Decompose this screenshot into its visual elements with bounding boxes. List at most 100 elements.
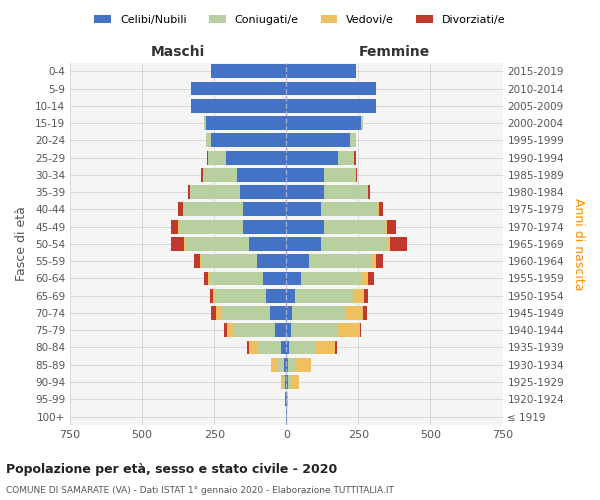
Bar (249, 340, 257, 354)
Bar (215, 289, 266, 302)
Bar (363, 306, 367, 320)
Bar (368, 185, 370, 199)
Bar (211, 64, 286, 78)
Bar (182, 202, 243, 216)
Bar (185, 237, 249, 251)
Bar (206, 134, 211, 147)
Bar (286, 168, 324, 182)
Bar (356, 168, 357, 182)
Bar (390, 237, 407, 251)
Bar (178, 220, 179, 234)
Bar (286, 82, 376, 96)
Bar (249, 237, 286, 251)
Bar (286, 134, 350, 147)
Y-axis label: Fasce di età: Fasce di età (15, 206, 28, 282)
Bar (210, 272, 263, 285)
Bar (288, 358, 296, 372)
Bar (184, 237, 185, 251)
Bar (281, 340, 286, 354)
Bar (387, 237, 390, 251)
Bar (354, 150, 356, 164)
Bar (277, 358, 284, 372)
Bar (207, 150, 208, 164)
Bar (376, 254, 383, 268)
Bar (346, 306, 363, 320)
Bar (237, 168, 286, 182)
Bar (257, 254, 286, 268)
Bar (188, 185, 190, 199)
Bar (286, 358, 288, 372)
Bar (203, 168, 237, 182)
Bar (286, 237, 321, 251)
Bar (286, 150, 338, 164)
Bar (283, 375, 285, 389)
Bar (287, 392, 289, 406)
Bar (286, 324, 290, 337)
Bar (289, 340, 315, 354)
Bar (286, 272, 301, 285)
Bar (211, 134, 286, 147)
Bar (221, 306, 271, 320)
Bar (315, 340, 335, 354)
Bar (286, 185, 324, 199)
Bar (191, 82, 286, 96)
Bar (257, 340, 281, 354)
Bar (243, 220, 286, 234)
Bar (324, 185, 368, 199)
Bar (286, 64, 356, 78)
Bar (171, 220, 178, 234)
Bar (263, 272, 286, 285)
Bar (292, 306, 346, 320)
Bar (295, 289, 353, 302)
Bar (361, 272, 368, 285)
Bar (271, 306, 286, 320)
Bar (179, 220, 243, 234)
Bar (286, 116, 361, 130)
Bar (171, 237, 184, 251)
Bar (364, 289, 368, 302)
Text: COMUNE DI SAMARATE (VA) - Dati ISTAT 1° gennaio 2020 - Elaborazione TUTTITALIA.I: COMUNE DI SAMARATE (VA) - Dati ISTAT 1° … (6, 486, 394, 495)
Bar (286, 340, 289, 354)
Legend: Celibi/Nubili, Coniugati/e, Vedovi/e, Divorziati/e: Celibi/Nubili, Coniugati/e, Vedovi/e, Di… (90, 10, 510, 29)
Bar (296, 358, 311, 372)
Bar (240, 185, 286, 199)
Bar (310, 254, 371, 268)
Bar (290, 375, 299, 389)
Bar (360, 324, 361, 337)
Bar (301, 272, 361, 285)
Bar (271, 358, 277, 372)
Bar (286, 99, 376, 112)
Bar (201, 168, 203, 182)
Bar (215, 306, 221, 320)
Bar (379, 202, 383, 216)
Bar (321, 202, 377, 216)
Bar (208, 150, 226, 164)
Bar (288, 375, 290, 389)
Bar (286, 254, 310, 268)
Bar (286, 289, 295, 302)
Bar (194, 254, 200, 268)
Bar (377, 202, 379, 216)
Bar (191, 99, 286, 112)
Text: Popolazione per età, sesso e stato civile - 2020: Popolazione per età, sesso e stato civil… (6, 462, 337, 475)
Bar (284, 358, 286, 372)
Bar (286, 375, 288, 389)
Bar (386, 220, 387, 234)
Bar (206, 116, 286, 130)
Bar (266, 289, 286, 302)
Bar (338, 150, 354, 164)
Bar (210, 289, 213, 302)
Bar (190, 185, 240, 199)
Bar (335, 340, 337, 354)
Bar (387, 220, 396, 234)
Bar (290, 324, 337, 337)
Bar (208, 272, 210, 285)
Bar (247, 340, 249, 354)
Bar (235, 324, 275, 337)
Bar (213, 289, 215, 302)
Bar (286, 202, 321, 216)
Text: Femmine: Femmine (359, 45, 430, 59)
Bar (286, 220, 324, 234)
Text: Maschi: Maschi (151, 45, 205, 59)
Bar (204, 272, 208, 285)
